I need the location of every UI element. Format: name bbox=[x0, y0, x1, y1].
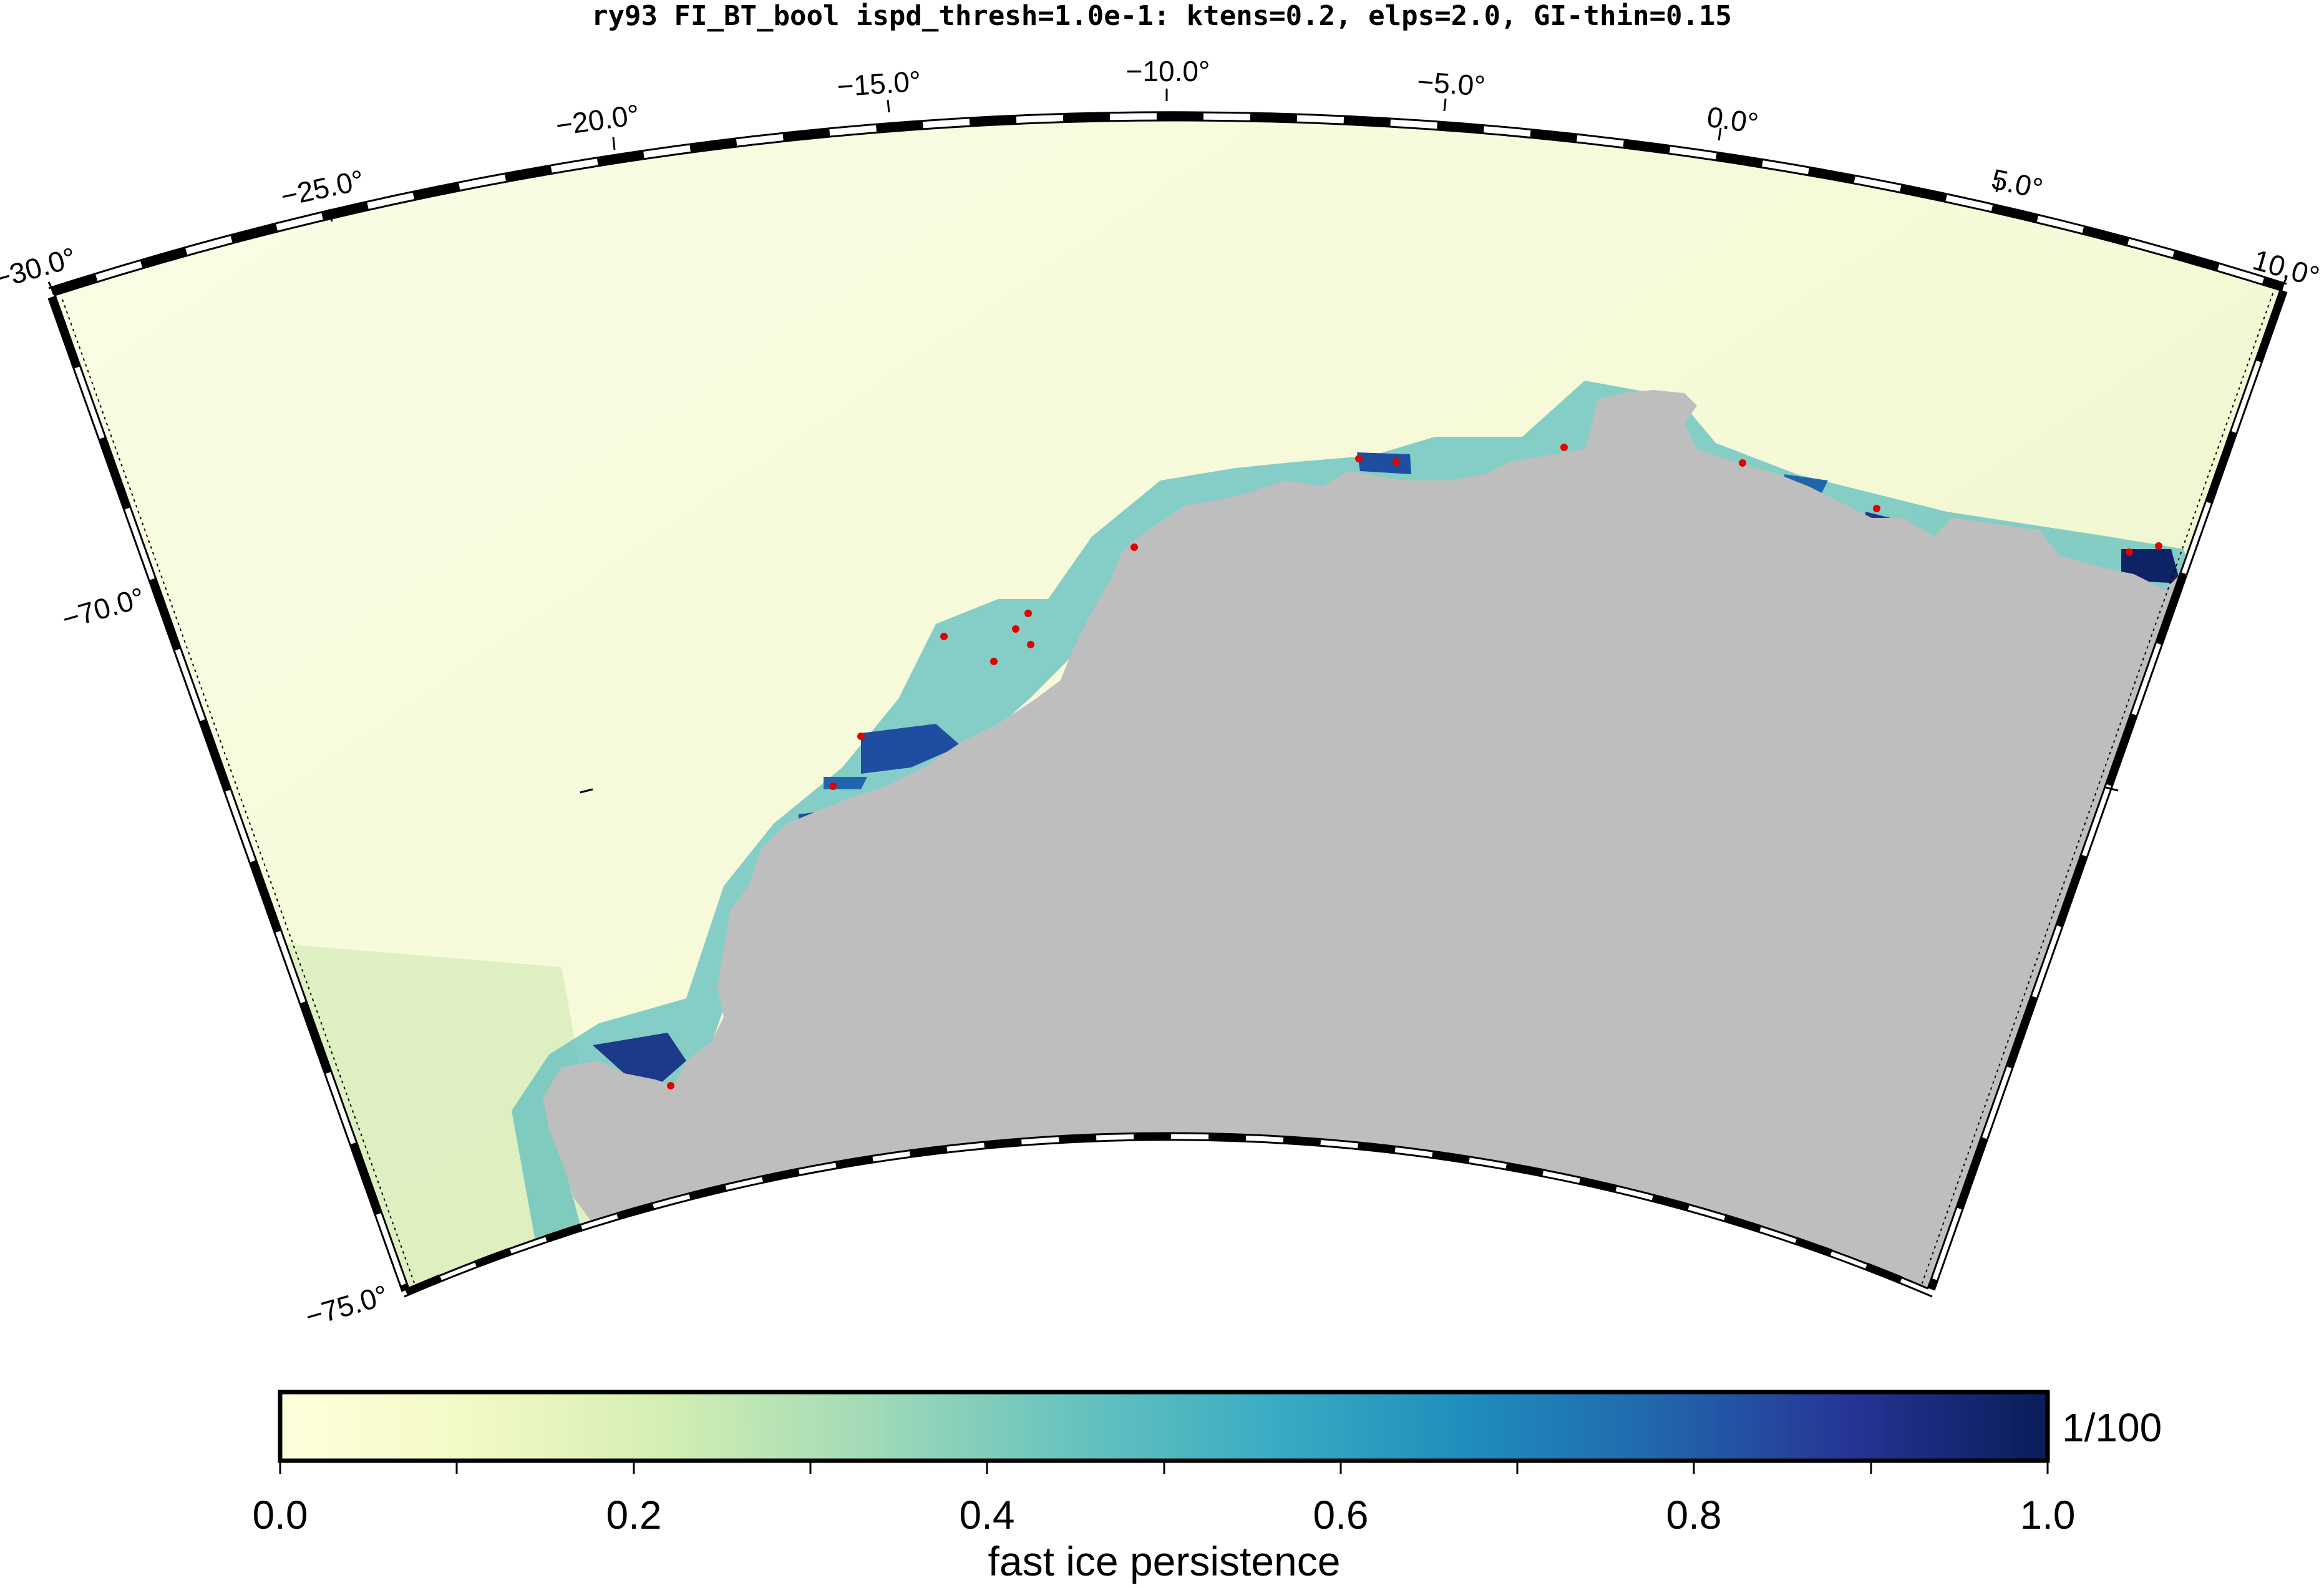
lon-label: 0.0° bbox=[1705, 100, 1761, 140]
colorbar-tick-label: 0.8 bbox=[1666, 1493, 1722, 1537]
lat-label: −75.0° bbox=[302, 1279, 392, 1333]
lat-label: −70.0° bbox=[59, 581, 148, 635]
frame-ticks bbox=[47, 89, 2288, 794]
iceberg-marker bbox=[829, 782, 837, 790]
colorbar: 0.0 0.2 0.4 0.6 0.8 1.0 1/100 fast ice p… bbox=[253, 1390, 2162, 1584]
iceberg-marker bbox=[1393, 458, 1400, 465]
iceberg-marker bbox=[1024, 610, 1032, 617]
iceberg-marker bbox=[1873, 505, 1880, 512]
fast-ice-patch bbox=[1357, 452, 1411, 474]
iceberg-marker bbox=[1130, 543, 1138, 551]
iceberg-marker bbox=[1355, 455, 1363, 462]
fast-ice-patch bbox=[2121, 549, 2181, 583]
iceberg-marker bbox=[990, 658, 998, 665]
iceberg-marker bbox=[1739, 459, 1746, 467]
colorbar-label: fast ice persistence bbox=[988, 1538, 1341, 1584]
figure-title: ry93 FI_BT_bool ispd_thresh=1.0e-1: kten… bbox=[591, 0, 1732, 32]
iceberg-marker bbox=[667, 1082, 674, 1089]
graticule bbox=[62, 293, 2273, 1287]
iceberg-marker bbox=[2155, 542, 2162, 550]
iceberg-marker bbox=[1027, 641, 1034, 648]
colorbar-tick-label: 0.2 bbox=[606, 1493, 662, 1537]
colorbar-tick-label: 0.4 bbox=[960, 1493, 1015, 1537]
lon-label: −5.0° bbox=[1416, 65, 1487, 102]
colorbar-tick-label: 0.0 bbox=[253, 1493, 308, 1537]
colorbar-unit: 1/100 bbox=[2062, 1405, 2162, 1450]
iceberg-marker bbox=[857, 733, 865, 740]
frame-checker bbox=[48, 112, 2287, 1296]
antarctica-land bbox=[543, 390, 2280, 1289]
colorbar-tick-label: 0.6 bbox=[1313, 1493, 1369, 1537]
colorbar-tick-label: 1.0 bbox=[2020, 1493, 2076, 1537]
lon-label: −20.0° bbox=[553, 98, 641, 142]
lon-label: −10.0° bbox=[1126, 55, 1210, 87]
colorbar-ticks bbox=[279, 1461, 2049, 1474]
grounded-iceberg-markers bbox=[667, 444, 2162, 1089]
fast-ice-patch bbox=[861, 724, 961, 774]
iceberg-marker bbox=[1012, 625, 1019, 633]
colorbar-gradient bbox=[278, 1390, 2050, 1463]
iceberg-marker bbox=[1560, 444, 1568, 451]
iceberg-marker bbox=[2126, 548, 2133, 556]
lon-label: −15.0° bbox=[836, 64, 922, 102]
iceberg-marker bbox=[940, 633, 948, 640]
fast-ice-patch bbox=[593, 1033, 686, 1083]
lon-label: 5.0° bbox=[1989, 162, 2046, 205]
